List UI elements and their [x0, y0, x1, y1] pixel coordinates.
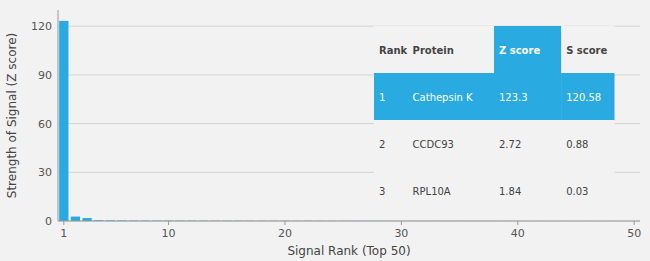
table-cell [561, 167, 614, 215]
table-text: 0.88 [566, 139, 588, 150]
table-cell [408, 167, 495, 215]
table-text: 1.84 [499, 186, 521, 197]
table-text: Cathepsin K [413, 92, 473, 103]
x-axis-line [58, 221, 640, 222]
table-cell [494, 73, 562, 121]
table-cell [374, 167, 408, 215]
table-text: 2 [379, 139, 385, 150]
y-tick-label: 0 [45, 215, 52, 228]
table-cell [374, 120, 408, 168]
x-tick-label: 30 [394, 227, 408, 240]
table-text: 2.72 [499, 139, 521, 150]
grid-line [58, 221, 640, 222]
chart: 0 30 60 90 120 1 10 20 30 40 50 Signal Rank (Top 50… [0, 0, 650, 261]
table-cell [494, 120, 562, 168]
table-cell [494, 26, 562, 74]
x-tick [517, 221, 518, 225]
y-tick-label: 90 [38, 69, 52, 82]
table-text: 120.58 [566, 92, 601, 103]
table-header: S score [566, 45, 607, 56]
table-header: Z score [499, 45, 540, 56]
table-cell [408, 73, 495, 121]
x-tick [168, 221, 169, 225]
x-axis-label: Signal Rank (Top 50) [287, 244, 410, 258]
x-tick-label: 10 [162, 227, 176, 240]
x-tick [284, 221, 285, 225]
table-cell [374, 26, 408, 74]
table-cell [494, 167, 562, 215]
x-tick-label: 50 [627, 227, 641, 240]
x-tick [401, 221, 402, 225]
table-cell [408, 120, 495, 168]
table-header: Protein [413, 45, 454, 56]
y-tick-label: 60 [38, 118, 52, 131]
table-cell [561, 26, 614, 74]
table-text: 1 [379, 92, 385, 103]
y-tick-label: 120 [31, 20, 52, 33]
table-cell [408, 26, 495, 74]
table-text: 3 [379, 186, 385, 197]
table-header: Rank [379, 45, 408, 56]
x-tick-label: 40 [511, 227, 525, 240]
table-cell [561, 73, 614, 121]
x-tick [634, 221, 635, 225]
table-text: 123.3 [499, 92, 528, 103]
table: Rank Protein Z score S score 1 Cathepsin K 123… [374, 26, 615, 215]
table-text: CCDC93 [413, 139, 454, 150]
y-tick-label: 30 [38, 166, 52, 179]
bars [59, 21, 639, 221]
table-cell [374, 73, 408, 121]
table-text: 0.03 [566, 186, 588, 197]
table-cell [561, 120, 614, 168]
y-axis-label: Strength of Signal (Z score) [5, 33, 19, 198]
x-tick-label: 1 [60, 227, 67, 240]
bar [59, 21, 68, 221]
table-text: RPL10A [413, 186, 451, 197]
bar [71, 217, 80, 221]
x-tick [63, 221, 64, 225]
x-tick-label: 20 [278, 227, 292, 240]
y-axis-line [58, 10, 59, 221]
